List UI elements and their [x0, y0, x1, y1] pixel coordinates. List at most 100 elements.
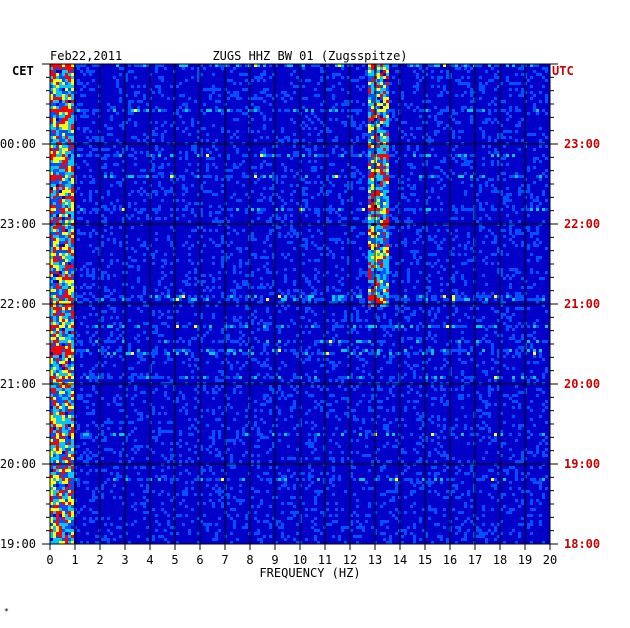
spectrogram-cell: [329, 352, 332, 355]
spectrogram-cell: [62, 310, 65, 313]
spectrogram-cell: [485, 82, 488, 85]
spectrogram-cell: [50, 151, 53, 154]
spectrogram-cell: [446, 343, 449, 346]
spectrogram-cell: [278, 367, 281, 370]
spectrogram-cell: [545, 79, 548, 82]
spectrogram-cell: [317, 94, 320, 97]
spectrogram-cell: [56, 205, 59, 208]
spectrogram-cell: [425, 226, 428, 229]
spectrogram-cell: [50, 277, 53, 280]
spectrogram-cell: [269, 196, 272, 199]
spectrogram-cell: [368, 184, 371, 187]
spectrogram-cell: [293, 268, 296, 271]
spectrogram-cell: [413, 187, 416, 190]
spectrogram-cell: [317, 118, 320, 121]
spectrogram-cell: [62, 319, 65, 322]
spectrogram-cell: [89, 274, 92, 277]
spectrogram-cell: [221, 235, 224, 238]
spectrogram-cell: [257, 217, 260, 220]
spectrogram-cell: [368, 91, 371, 94]
spectrogram-cell: [134, 202, 137, 205]
spectrogram-cell: [59, 196, 62, 199]
spectrogram-cell: [68, 97, 71, 100]
spectrogram-cell: [128, 175, 131, 178]
spectrogram-cell: [386, 220, 389, 223]
spectrogram-cell: [233, 145, 236, 148]
spectrogram-cell: [371, 163, 374, 166]
spectrogram-cell: [80, 343, 83, 346]
spectrogram-cell: [308, 283, 311, 286]
spectrogram-cell: [179, 175, 182, 178]
spectrogram-cell: [200, 187, 203, 190]
spectrogram-cell: [386, 202, 389, 205]
spectrogram-cell: [503, 244, 506, 247]
spectrogram-cell: [281, 127, 284, 130]
spectrogram-cell: [380, 136, 383, 139]
spectrogram-cell: [206, 298, 209, 301]
spectrogram-cell: [380, 118, 383, 121]
spectrogram-cell: [71, 139, 74, 142]
spectrogram-cell: [356, 79, 359, 82]
spectrogram-cell: [314, 343, 317, 346]
spectrogram-cell: [68, 220, 71, 223]
spectrogram-cell: [395, 118, 398, 121]
spectrogram-cell: [71, 106, 74, 109]
spectrogram-cell: [410, 187, 413, 190]
spectrogram-cell: [50, 211, 53, 214]
spectrogram-cell: [422, 76, 425, 79]
spectrogram-cell: [269, 94, 272, 97]
spectrogram-cell: [221, 262, 224, 265]
spectrogram-cell: [107, 208, 110, 211]
spectrogram-cell: [410, 325, 413, 328]
spectrogram-cell: [371, 247, 374, 250]
spectrogram-cell: [341, 121, 344, 124]
spectrogram-cell: [164, 259, 167, 262]
spectrogram-cell: [254, 166, 257, 169]
spectrogram-cell: [404, 241, 407, 244]
spectrogram-cell: [110, 262, 113, 265]
spectrogram-cell: [56, 328, 59, 331]
spectrogram-cell: [122, 271, 125, 274]
spectrogram-cell: [503, 145, 506, 148]
spectrogram-cell: [200, 259, 203, 262]
spectrogram-cell: [242, 154, 245, 157]
spectrogram-cell: [71, 379, 74, 382]
spectrogram-cell: [194, 277, 197, 280]
spectrogram-cell: [53, 76, 56, 79]
spectrogram-cell: [359, 319, 362, 322]
spectrogram-cell: [185, 325, 188, 328]
spectrogram-cell: [278, 301, 281, 304]
spectrogram-cell: [119, 124, 122, 127]
spectrogram-cell: [59, 178, 62, 181]
spectrogram-cell: [71, 250, 74, 253]
spectrogram-cell: [341, 202, 344, 205]
spectrogram-cell: [305, 109, 308, 112]
spectrogram-cell: [230, 340, 233, 343]
spectrogram-cell: [71, 286, 74, 289]
spectrogram-cell: [491, 154, 494, 157]
spectrogram-cell: [455, 325, 458, 328]
spectrogram-cell: [371, 181, 374, 184]
spectrogram-cell: [92, 385, 95, 388]
spectrogram-cell: [68, 181, 71, 184]
spectrogram-cell: [53, 238, 56, 241]
spectrogram-cell: [407, 226, 410, 229]
spectrogram-cell: [110, 232, 113, 235]
spectrogram-cell: [83, 109, 86, 112]
spectrogram-cell: [326, 154, 329, 157]
spectrogram-cell: [356, 385, 359, 388]
spectrogram-cell: [137, 265, 140, 268]
spectrogram-cell: [161, 64, 164, 67]
spectrogram-cell: [236, 361, 239, 364]
spectrogram-cell: [56, 169, 59, 172]
spectrogram-cell: [371, 196, 374, 199]
spectrogram-cell: [176, 310, 179, 313]
spectrogram-cell: [293, 232, 296, 235]
spectrogram-cell: [53, 301, 56, 304]
spectrogram-cell: [269, 175, 272, 178]
spectrogram-cell: [62, 220, 65, 223]
spectrogram-cell: [440, 109, 443, 112]
spectrogram-cell: [452, 253, 455, 256]
spectrogram-cell: [500, 157, 503, 160]
spectrogram-cell: [383, 118, 386, 121]
